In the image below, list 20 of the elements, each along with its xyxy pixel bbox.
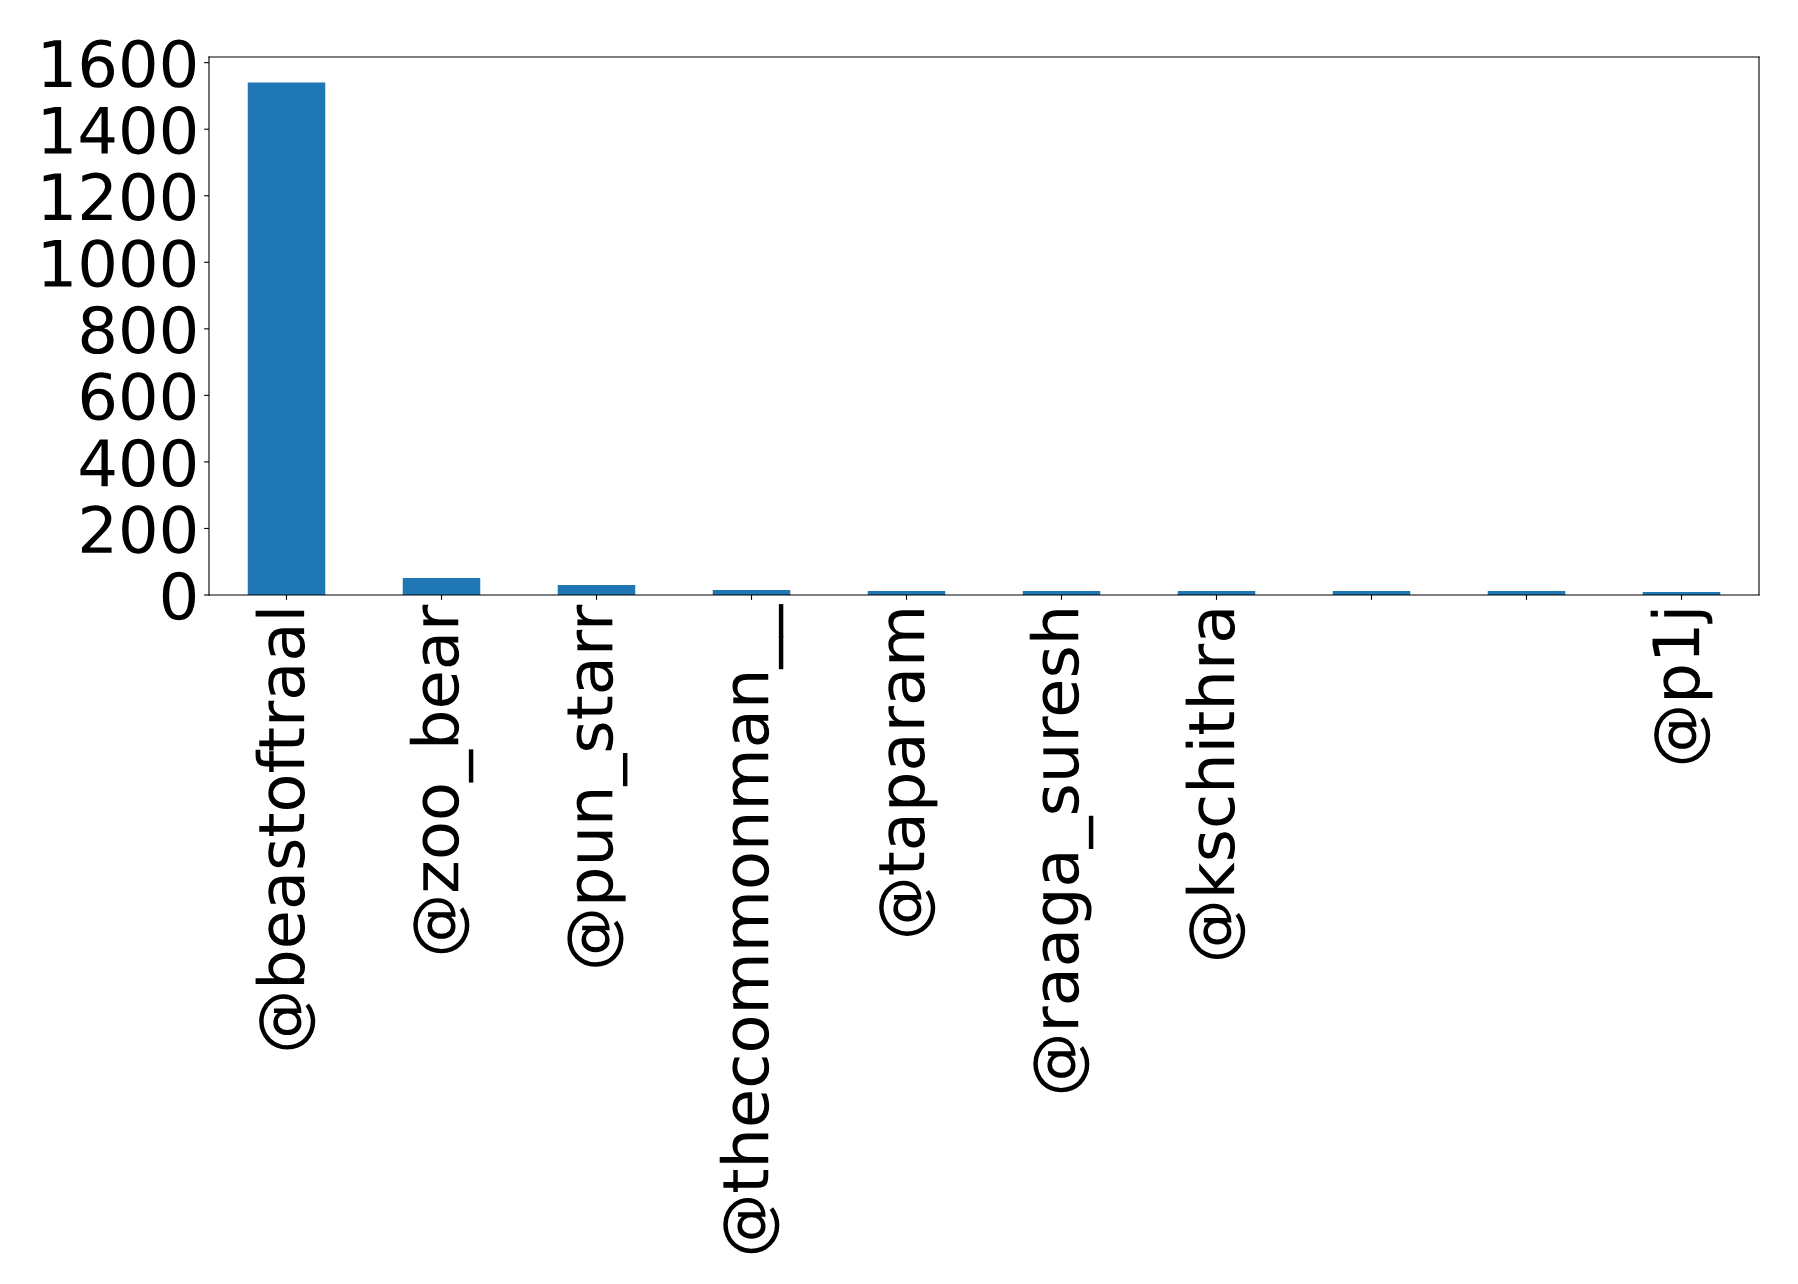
y-tick-label: 400: [80, 438, 196, 488]
x-tick-label: @taparam: [879, 610, 938, 936]
x-tick-label: @pun_starr: [567, 604, 628, 967]
bar: [247, 82, 326, 595]
y-tick-label: 1000: [43, 239, 196, 288]
y-tick-label: 0: [162, 571, 196, 621]
y-tick-label: 1400: [43, 106, 196, 155]
x-tick-label: @p1j: [1650, 610, 1713, 764]
x-tick-label: @kschithra: [1185, 610, 1246, 959]
x-tick-label: @beastoftraal: [255, 610, 316, 1050]
y-tick-label: 600: [81, 372, 196, 421]
bar: [402, 578, 481, 595]
x-tick-label: @zoo_bear: [409, 604, 474, 954]
y-tick-label: 1200: [43, 172, 196, 221]
bar: [557, 585, 636, 595]
y-tick-label: 800: [81, 305, 196, 355]
y-tick-label: 200: [82, 505, 196, 554]
x-tick-label: @thecommonman__: [719, 604, 784, 1254]
x-tick-label: @raaga_suresh: [1029, 610, 1094, 1093]
y-tick-label: 1600: [43, 39, 196, 88]
